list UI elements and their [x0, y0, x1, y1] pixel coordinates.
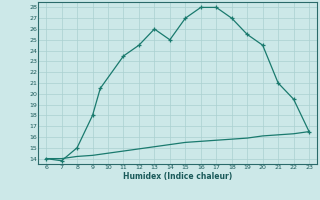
X-axis label: Humidex (Indice chaleur): Humidex (Indice chaleur): [123, 172, 232, 181]
